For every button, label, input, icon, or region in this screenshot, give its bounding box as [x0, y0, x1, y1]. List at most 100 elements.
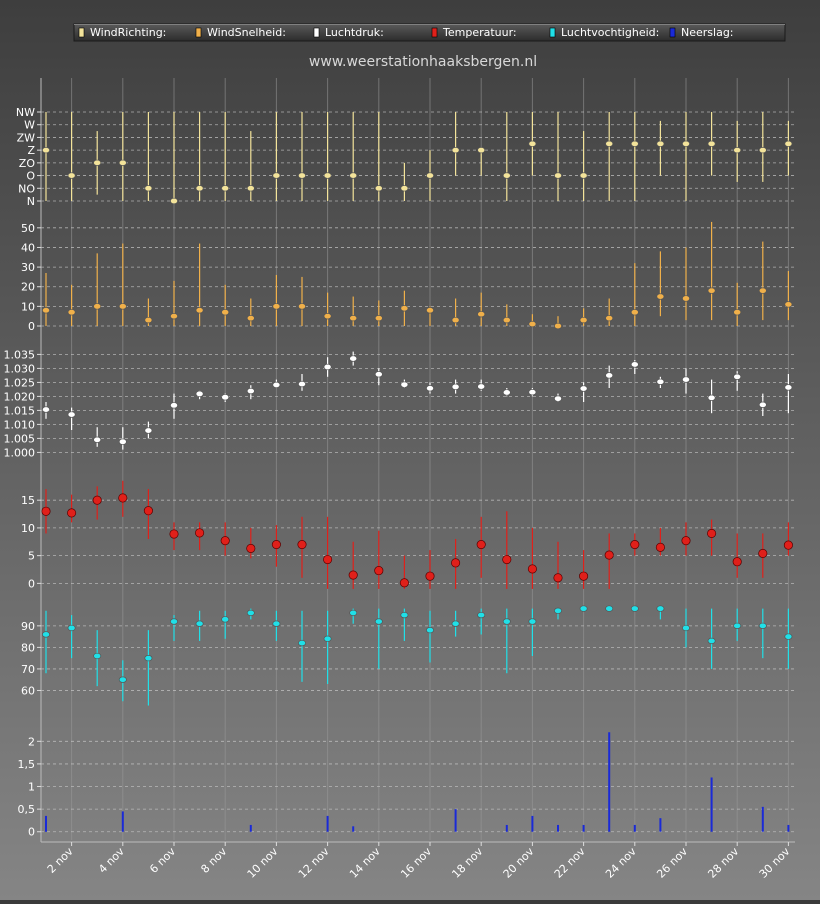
data-point [298, 380, 306, 388]
data-point [451, 316, 460, 324]
data-point [272, 303, 281, 310]
data-point [93, 159, 102, 167]
data-point [426, 385, 434, 392]
data-point [426, 172, 434, 179]
data-point [477, 146, 486, 154]
y-tick-label: 1.025 [4, 376, 36, 389]
y-tick-label: 1.015 [4, 404, 36, 417]
data-point [169, 529, 179, 539]
precip-bar [761, 806, 764, 832]
data-point [246, 543, 256, 553]
y-tick-label: 1.020 [4, 390, 36, 403]
y-tick-label: 5 [28, 550, 35, 563]
data-point [733, 146, 742, 154]
precip-bar [45, 815, 47, 832]
data-point [502, 618, 511, 625]
data-point [93, 436, 102, 443]
data-point [528, 320, 537, 328]
data-point [118, 303, 127, 310]
data-point [733, 309, 742, 316]
data-point [579, 316, 588, 324]
data-point [400, 185, 409, 192]
y-tick-label: N [27, 195, 35, 208]
data-point [221, 394, 230, 401]
data-point [170, 402, 178, 409]
data-point [451, 558, 461, 568]
data-point [681, 536, 691, 546]
y-tick-label: NW [16, 106, 35, 119]
data-point [656, 605, 665, 612]
data-point [144, 427, 153, 434]
data-point [477, 611, 486, 619]
data-point [118, 676, 127, 683]
data-point [758, 146, 767, 154]
data-point [323, 172, 332, 179]
data-point [374, 618, 383, 625]
data-point [682, 295, 690, 302]
data-point [707, 287, 716, 294]
plot-area: NNOOZOZZWWNW010203040501.0001.0051.0101.… [4, 78, 795, 881]
data-point [170, 197, 178, 205]
data-point [298, 303, 306, 310]
y-tick-label: ZO [19, 157, 36, 170]
data-point [42, 631, 50, 638]
y-tick-label: 90 [21, 620, 35, 633]
precip-bar [608, 732, 611, 832]
data-point [195, 185, 204, 192]
data-point [272, 620, 281, 627]
data-point [374, 185, 383, 192]
precip-bar [505, 824, 508, 832]
legend-label: Temperatuur: [442, 26, 517, 39]
legend-label: Luchtdruk: [325, 26, 384, 39]
data-point [298, 639, 306, 647]
y-tick-label: 1 [28, 781, 35, 794]
data-point [298, 172, 306, 179]
data-point [528, 389, 537, 396]
data-point [477, 311, 486, 318]
data-point [554, 395, 562, 402]
data-point [758, 287, 767, 294]
data-point [221, 309, 230, 316]
data-point [42, 406, 50, 413]
data-point [732, 557, 742, 567]
data-point [554, 607, 562, 614]
data-point [349, 355, 358, 362]
data-point [733, 622, 742, 629]
data-point [400, 381, 409, 388]
data-point [42, 307, 50, 314]
legend-label: WindSnelheid: [207, 26, 286, 39]
data-point [221, 616, 230, 623]
precip-bar [659, 818, 662, 832]
data-point [93, 303, 102, 310]
data-point [528, 140, 537, 147]
y-tick-label: 50 [21, 222, 35, 235]
data-point [118, 438, 127, 445]
data-point [451, 620, 460, 627]
data-point [553, 573, 563, 583]
data-point [783, 540, 793, 550]
data-point [170, 618, 178, 625]
series-Neerslag: 0 0,5 1 1,5 2 [18, 732, 795, 839]
precip-bar [710, 777, 713, 832]
data-point [246, 609, 255, 617]
series-Luchtvochtigheid: 60 70 80 90 [21, 605, 795, 706]
data-point [579, 605, 588, 612]
y-tick-label: ZW [17, 131, 36, 144]
y-tick-label: W [24, 119, 35, 132]
y-tick-label: 20 [21, 281, 35, 294]
data-point [374, 371, 383, 378]
y-tick-label: 2 [28, 735, 35, 748]
data-point [67, 411, 76, 418]
y-tick-label: 0,5 [18, 803, 36, 816]
data-point [426, 307, 434, 314]
data-point [349, 172, 358, 179]
data-point [272, 381, 281, 389]
data-point [476, 539, 486, 550]
data-point [630, 605, 639, 612]
y-tick-label: 60 [21, 684, 35, 697]
data-point [246, 185, 255, 192]
data-point [605, 605, 614, 612]
precip-bar [582, 824, 585, 832]
